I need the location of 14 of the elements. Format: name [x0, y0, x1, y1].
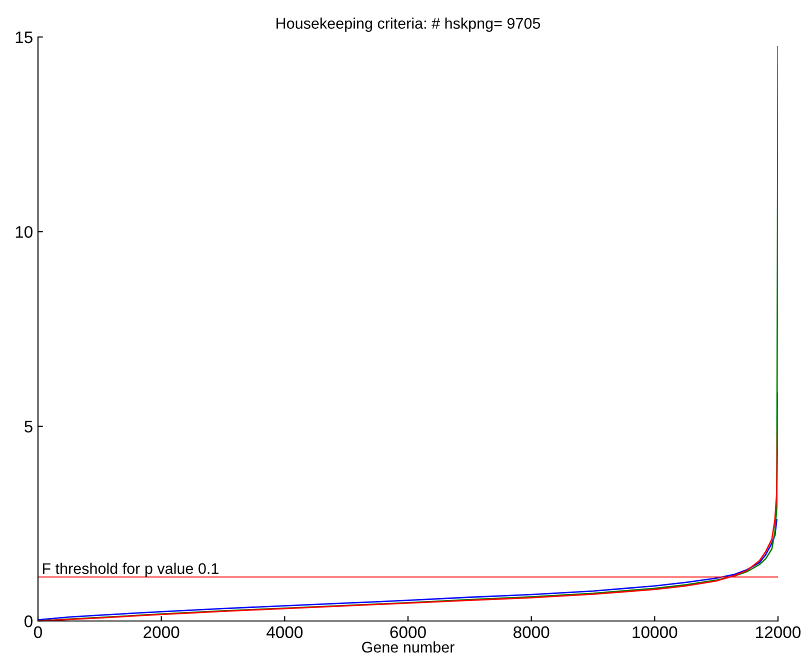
x-tick-label: 12000: [756, 626, 801, 638]
x-tick-label: 8000: [514, 626, 550, 638]
x-tick-label: 6000: [390, 626, 426, 638]
ref-line-label: F threshold for p value 0.1: [42, 562, 218, 578]
y-tick-label: 0: [24, 615, 32, 628]
x-tick-label: 2000: [144, 626, 180, 638]
y-tick-label: 15: [16, 32, 32, 44]
y-tick-label: 10: [16, 226, 32, 238]
x-tick-label: 0: [34, 626, 42, 638]
x-tick-label: 10000: [632, 626, 678, 638]
y-tick-label: 5: [24, 420, 32, 433]
x-tick-label: 4000: [266, 626, 303, 638]
x-axis-title: Gene number: [362, 641, 454, 653]
chart-title: Housekeeping criteria: # hskpng= 9705: [276, 18, 540, 32]
